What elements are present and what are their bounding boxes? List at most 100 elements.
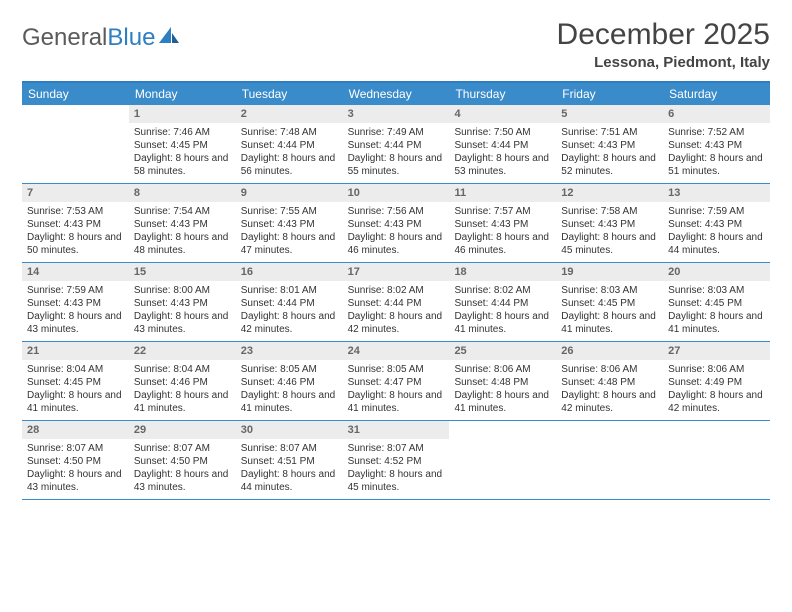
dow-cell: Wednesday	[343, 83, 450, 105]
day-body: Sunrise: 7:59 AMSunset: 4:43 PMDaylight:…	[22, 283, 129, 339]
day-number: 11	[449, 184, 556, 202]
day-body: Sunrise: 8:02 AMSunset: 4:44 PMDaylight:…	[343, 283, 450, 339]
sunrise-line: Sunrise: 8:04 AM	[27, 363, 124, 376]
day-number: 24	[343, 342, 450, 360]
day-body: Sunrise: 7:50 AMSunset: 4:44 PMDaylight:…	[449, 125, 556, 181]
daylight-line: Daylight: 8 hours and 42 minutes.	[561, 389, 658, 415]
daylight-line: Daylight: 8 hours and 47 minutes.	[241, 231, 338, 257]
logo-text-blue: Blue	[107, 24, 155, 52]
daylight-line: Daylight: 8 hours and 42 minutes.	[241, 310, 338, 336]
day-number: 21	[22, 342, 129, 360]
sunrise-line: Sunrise: 7:55 AM	[241, 205, 338, 218]
day-cell: 4 Sunrise: 7:50 AMSunset: 4:44 PMDaylight…	[449, 105, 556, 183]
day-cell: 13Sunrise: 7:59 AMSunset: 4:43 PMDayligh…	[663, 184, 770, 262]
sunrise-line: Sunrise: 8:07 AM	[134, 442, 231, 455]
day-cell: 25Sunrise: 8:06 AMSunset: 4:48 PMDayligh…	[449, 342, 556, 420]
day-body: Sunrise: 8:04 AMSunset: 4:45 PMDaylight:…	[22, 362, 129, 418]
day-number: 29	[129, 421, 236, 439]
daylight-line: Daylight: 8 hours and 43 minutes.	[27, 468, 124, 494]
sunset-line: Sunset: 4:48 PM	[454, 376, 551, 389]
day-cell: 21 Sunrise: 8:04 AMSunset: 4:45 PMDayligh…	[22, 342, 129, 420]
day-body: Sunrise: 7:56 AMSunset: 4:43 PMDaylight:…	[343, 204, 450, 260]
sunset-line: Sunset: 4:52 PM	[348, 455, 445, 468]
day-body: Sunrise: 8:02 AMSunset: 4:44 PMDaylight:…	[449, 283, 556, 339]
daylight-line: Daylight: 8 hours and 43 minutes.	[134, 468, 231, 494]
day-body: Sunrise: 7:46 AMSunset: 4:45 PMDaylight:…	[129, 125, 236, 181]
daylight-line: Daylight: 8 hours and 45 minutes.	[348, 468, 445, 494]
daylight-line: Daylight: 8 hours and 44 minutes.	[668, 231, 765, 257]
header: GeneralBlue December 2025 Lessona, Piedm…	[22, 18, 770, 71]
day-of-week-header: SundayMondayTuesdayWednesdayThursdayFrid…	[22, 83, 770, 105]
day-cell: 23Sunrise: 8:05 AMSunset: 4:46 PMDayligh…	[236, 342, 343, 420]
day-number: 3	[343, 105, 450, 123]
sunrise-line: Sunrise: 8:06 AM	[561, 363, 658, 376]
day-number: 2	[236, 105, 343, 123]
calendar: SundayMondayTuesdayWednesdayThursdayFrid…	[22, 81, 770, 500]
day-number: 10	[343, 184, 450, 202]
day-number: 27	[663, 342, 770, 360]
day-cell: 8Sunrise: 7:54 AMSunset: 4:43 PMDaylight…	[129, 184, 236, 262]
day-cell: 7Sunrise: 7:53 AMSunset: 4:43 PMDaylight…	[22, 184, 129, 262]
day-cell: 9Sunrise: 7:55 AMSunset: 4:43 PMDaylight…	[236, 184, 343, 262]
day-cell: 26 Sunrise: 8:06 AMSunset: 4:48 PMDayligh…	[556, 342, 663, 420]
daylight-line: Daylight: 8 hours and 45 minutes.	[561, 231, 658, 257]
week-row: 21Sunrise: 8:04 AMSunset: 4:45 PMDayligh…	[22, 342, 770, 421]
day-number: 4	[449, 105, 556, 123]
sunrise-line: Sunrise: 7:54 AM	[134, 205, 231, 218]
sunrise-line: Sunrise: 8:07 AM	[241, 442, 338, 455]
sunrise-line: Sunrise: 8:01 AM	[241, 284, 338, 297]
sunrise-line: Sunrise: 7:58 AM	[561, 205, 658, 218]
week-row: 7Sunrise: 7:53 AMSunset: 4:43 PMDaylight…	[22, 184, 770, 263]
day-cell: 29Sunrise: 8:07 AMSunset: 4:50 PMDayligh…	[129, 421, 236, 499]
sunset-line: Sunset: 4:45 PM	[561, 297, 658, 310]
day-cell	[449, 421, 556, 499]
day-body: Sunrise: 8:05 AMSunset: 4:47 PMDaylight:…	[343, 362, 450, 418]
daylight-line: Daylight: 8 hours and 41 minutes.	[348, 389, 445, 415]
sunset-line: Sunset: 4:44 PM	[348, 297, 445, 310]
day-body: Sunrise: 7:54 AMSunset: 4:43 PMDaylight:…	[129, 204, 236, 260]
daylight-line: Daylight: 8 hours and 43 minutes.	[134, 310, 231, 336]
daylight-line: Daylight: 8 hours and 44 minutes.	[241, 468, 338, 494]
sunrise-line: Sunrise: 8:05 AM	[348, 363, 445, 376]
day-cell: 1Sunrise: 7:46 AMSunset: 4:45 PMDaylight…	[129, 105, 236, 183]
day-cell: 22Sunrise: 8:04 AMSunset: 4:46 PMDayligh…	[129, 342, 236, 420]
sunset-line: Sunset: 4:44 PM	[241, 297, 338, 310]
sunset-line: Sunset: 4:48 PM	[561, 376, 658, 389]
day-body: Sunrise: 8:07 AMSunset: 4:51 PMDaylight:…	[236, 441, 343, 497]
day-cell: 14Sunrise: 7:59 AMSunset: 4:43 PMDayligh…	[22, 263, 129, 341]
sunset-line: Sunset: 4:43 PM	[561, 218, 658, 231]
sunset-line: Sunset: 4:43 PM	[348, 218, 445, 231]
daylight-line: Daylight: 8 hours and 58 minutes.	[134, 152, 231, 178]
daylight-line: Daylight: 8 hours and 41 minutes.	[134, 389, 231, 415]
sunrise-line: Sunrise: 8:07 AM	[348, 442, 445, 455]
dow-cell: Saturday	[663, 83, 770, 105]
day-cell: 31Sunrise: 8:07 AMSunset: 4:52 PMDayligh…	[343, 421, 450, 499]
day-number: 12	[556, 184, 663, 202]
day-cell: 30Sunrise: 8:07 AMSunset: 4:51 PMDayligh…	[236, 421, 343, 499]
location: Lessona, Piedmont, Italy	[557, 54, 770, 71]
sunset-line: Sunset: 4:44 PM	[454, 297, 551, 310]
day-cell	[663, 421, 770, 499]
sunset-line: Sunset: 4:45 PM	[27, 376, 124, 389]
sunset-line: Sunset: 4:44 PM	[454, 139, 551, 152]
day-body: Sunrise: 7:51 AMSunset: 4:43 PMDaylight:…	[556, 125, 663, 181]
day-body: Sunrise: 8:06 AMSunset: 4:48 PMDaylight:…	[556, 362, 663, 418]
daylight-line: Daylight: 8 hours and 41 minutes.	[454, 310, 551, 336]
logo-text-general: General	[22, 24, 107, 52]
sunset-line: Sunset: 4:44 PM	[241, 139, 338, 152]
daylight-line: Daylight: 8 hours and 43 minutes.	[27, 310, 124, 336]
day-cell: 11Sunrise: 7:57 AMSunset: 4:43 PMDayligh…	[449, 184, 556, 262]
day-cell: 2Sunrise: 7:48 AMSunset: 4:44 PMDaylight…	[236, 105, 343, 183]
day-body: Sunrise: 8:03 AMSunset: 4:45 PMDaylight:…	[556, 283, 663, 339]
logo: GeneralBlue	[22, 18, 181, 52]
day-number: 7	[22, 184, 129, 202]
dow-cell: Monday	[129, 83, 236, 105]
sunrise-line: Sunrise: 7:52 AM	[668, 126, 765, 139]
week-row: 28Sunrise: 8:07 AMSunset: 4:50 PMDayligh…	[22, 421, 770, 500]
day-cell: 28Sunrise: 8:07 AMSunset: 4:50 PMDayligh…	[22, 421, 129, 499]
day-body: Sunrise: 7:52 AMSunset: 4:43 PMDaylight:…	[663, 125, 770, 181]
day-body: Sunrise: 7:49 AMSunset: 4:44 PMDaylight:…	[343, 125, 450, 181]
sunrise-line: Sunrise: 7:56 AM	[348, 205, 445, 218]
daylight-line: Daylight: 8 hours and 53 minutes.	[454, 152, 551, 178]
day-number: 26	[556, 342, 663, 360]
